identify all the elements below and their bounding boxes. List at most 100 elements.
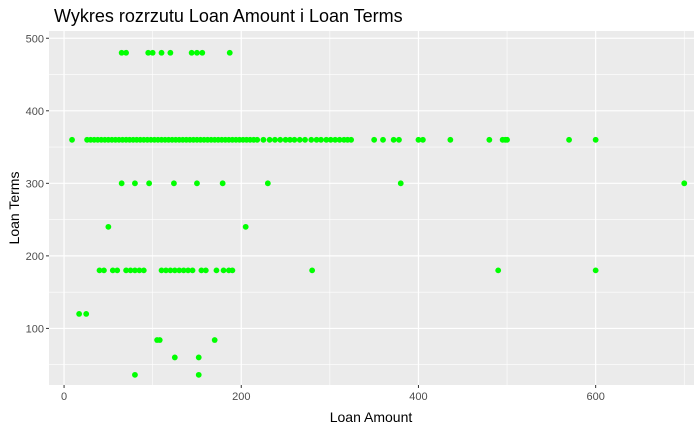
data-point (396, 136, 402, 143)
y-tick-label: 100 (26, 323, 44, 335)
data-point (188, 49, 195, 56)
data-point (681, 180, 688, 187)
data-point (171, 180, 177, 187)
data-point (176, 267, 183, 274)
data-point (180, 267, 187, 274)
data-point (149, 49, 156, 56)
data-point (495, 267, 502, 274)
data-point (194, 180, 200, 187)
x-tick-label: 400 (409, 391, 427, 403)
plot-panel (49, 31, 694, 385)
data-point (254, 136, 261, 143)
data-point (118, 49, 125, 56)
data-point (220, 267, 227, 274)
data-point (323, 136, 330, 143)
y-tick-label: 500 (26, 33, 44, 45)
grid-major (49, 31, 694, 385)
data-point (105, 223, 112, 230)
data-point (163, 267, 169, 274)
data-point (302, 136, 308, 143)
data-point (114, 267, 121, 274)
data-point (146, 180, 153, 187)
data-point (419, 136, 426, 143)
grid-minor (49, 31, 694, 385)
data-point (194, 49, 200, 56)
data-point (171, 354, 178, 361)
data-point (185, 267, 192, 274)
data-point (109, 267, 116, 274)
data-point (277, 136, 284, 143)
data-point (158, 267, 165, 274)
data-point (332, 136, 339, 143)
data-point (123, 49, 129, 56)
data-point (504, 136, 510, 143)
data-point (282, 136, 289, 143)
axis-layer: 0 200 400 600 100 200 300 400 500 (26, 33, 605, 403)
data-point (195, 371, 202, 378)
data-point (415, 136, 422, 143)
data-point (336, 136, 343, 143)
data-point (348, 136, 355, 143)
data-point (213, 267, 220, 274)
data-point (260, 136, 267, 143)
data-point (266, 136, 273, 143)
data-point (242, 223, 249, 230)
data-point (76, 311, 83, 317)
data-point (287, 136, 293, 143)
data-point (397, 180, 404, 187)
data-point (592, 136, 599, 143)
data-point (296, 136, 303, 143)
data-point (264, 180, 271, 187)
data-point (202, 267, 209, 274)
data-point (167, 49, 174, 56)
data-point (156, 337, 163, 343)
chart-title: Wykres rozrzutu Loan Amount i Loan Terms (54, 6, 403, 26)
data-point (198, 267, 205, 274)
data-point (308, 136, 315, 143)
data-point (118, 180, 125, 187)
data-point (132, 267, 138, 274)
data-point (171, 267, 178, 274)
data-point (189, 267, 196, 274)
y-tick-label: 200 (26, 251, 44, 263)
data-point (123, 267, 129, 274)
data-point (447, 136, 454, 143)
x-axis-title: Loan Amount (330, 409, 413, 425)
data-point (371, 136, 378, 143)
data-point (158, 49, 165, 56)
x-tick-label: 200 (232, 391, 250, 403)
data-point (390, 136, 397, 143)
data-point (291, 136, 298, 143)
data-point (136, 267, 143, 274)
data-point (592, 267, 599, 274)
data-point (211, 337, 218, 343)
data-point (83, 311, 90, 317)
y-tick-label: 300 (26, 178, 44, 190)
data-point (140, 267, 147, 274)
data-point (226, 49, 233, 56)
data-point (486, 136, 493, 143)
data-point (309, 267, 316, 274)
data-point (132, 180, 138, 187)
x-tick-label: 0 (61, 391, 67, 403)
data-point (219, 180, 226, 187)
data-point (313, 136, 320, 143)
data-point (327, 136, 334, 143)
data-point (69, 136, 75, 143)
data-point (195, 354, 202, 361)
data-point (101, 267, 107, 274)
data-point (127, 267, 134, 274)
data-point (167, 267, 174, 274)
data-point (145, 49, 152, 56)
data-point (380, 136, 386, 143)
data-point (96, 267, 103, 274)
data-point (229, 267, 236, 274)
data-point (132, 371, 138, 378)
data-point (566, 136, 572, 143)
data-point (272, 136, 278, 143)
y-axis-title: Loan Terms (6, 172, 22, 245)
y-tick-label: 400 (26, 106, 44, 118)
data-point (199, 49, 206, 56)
points-layer (69, 49, 688, 378)
